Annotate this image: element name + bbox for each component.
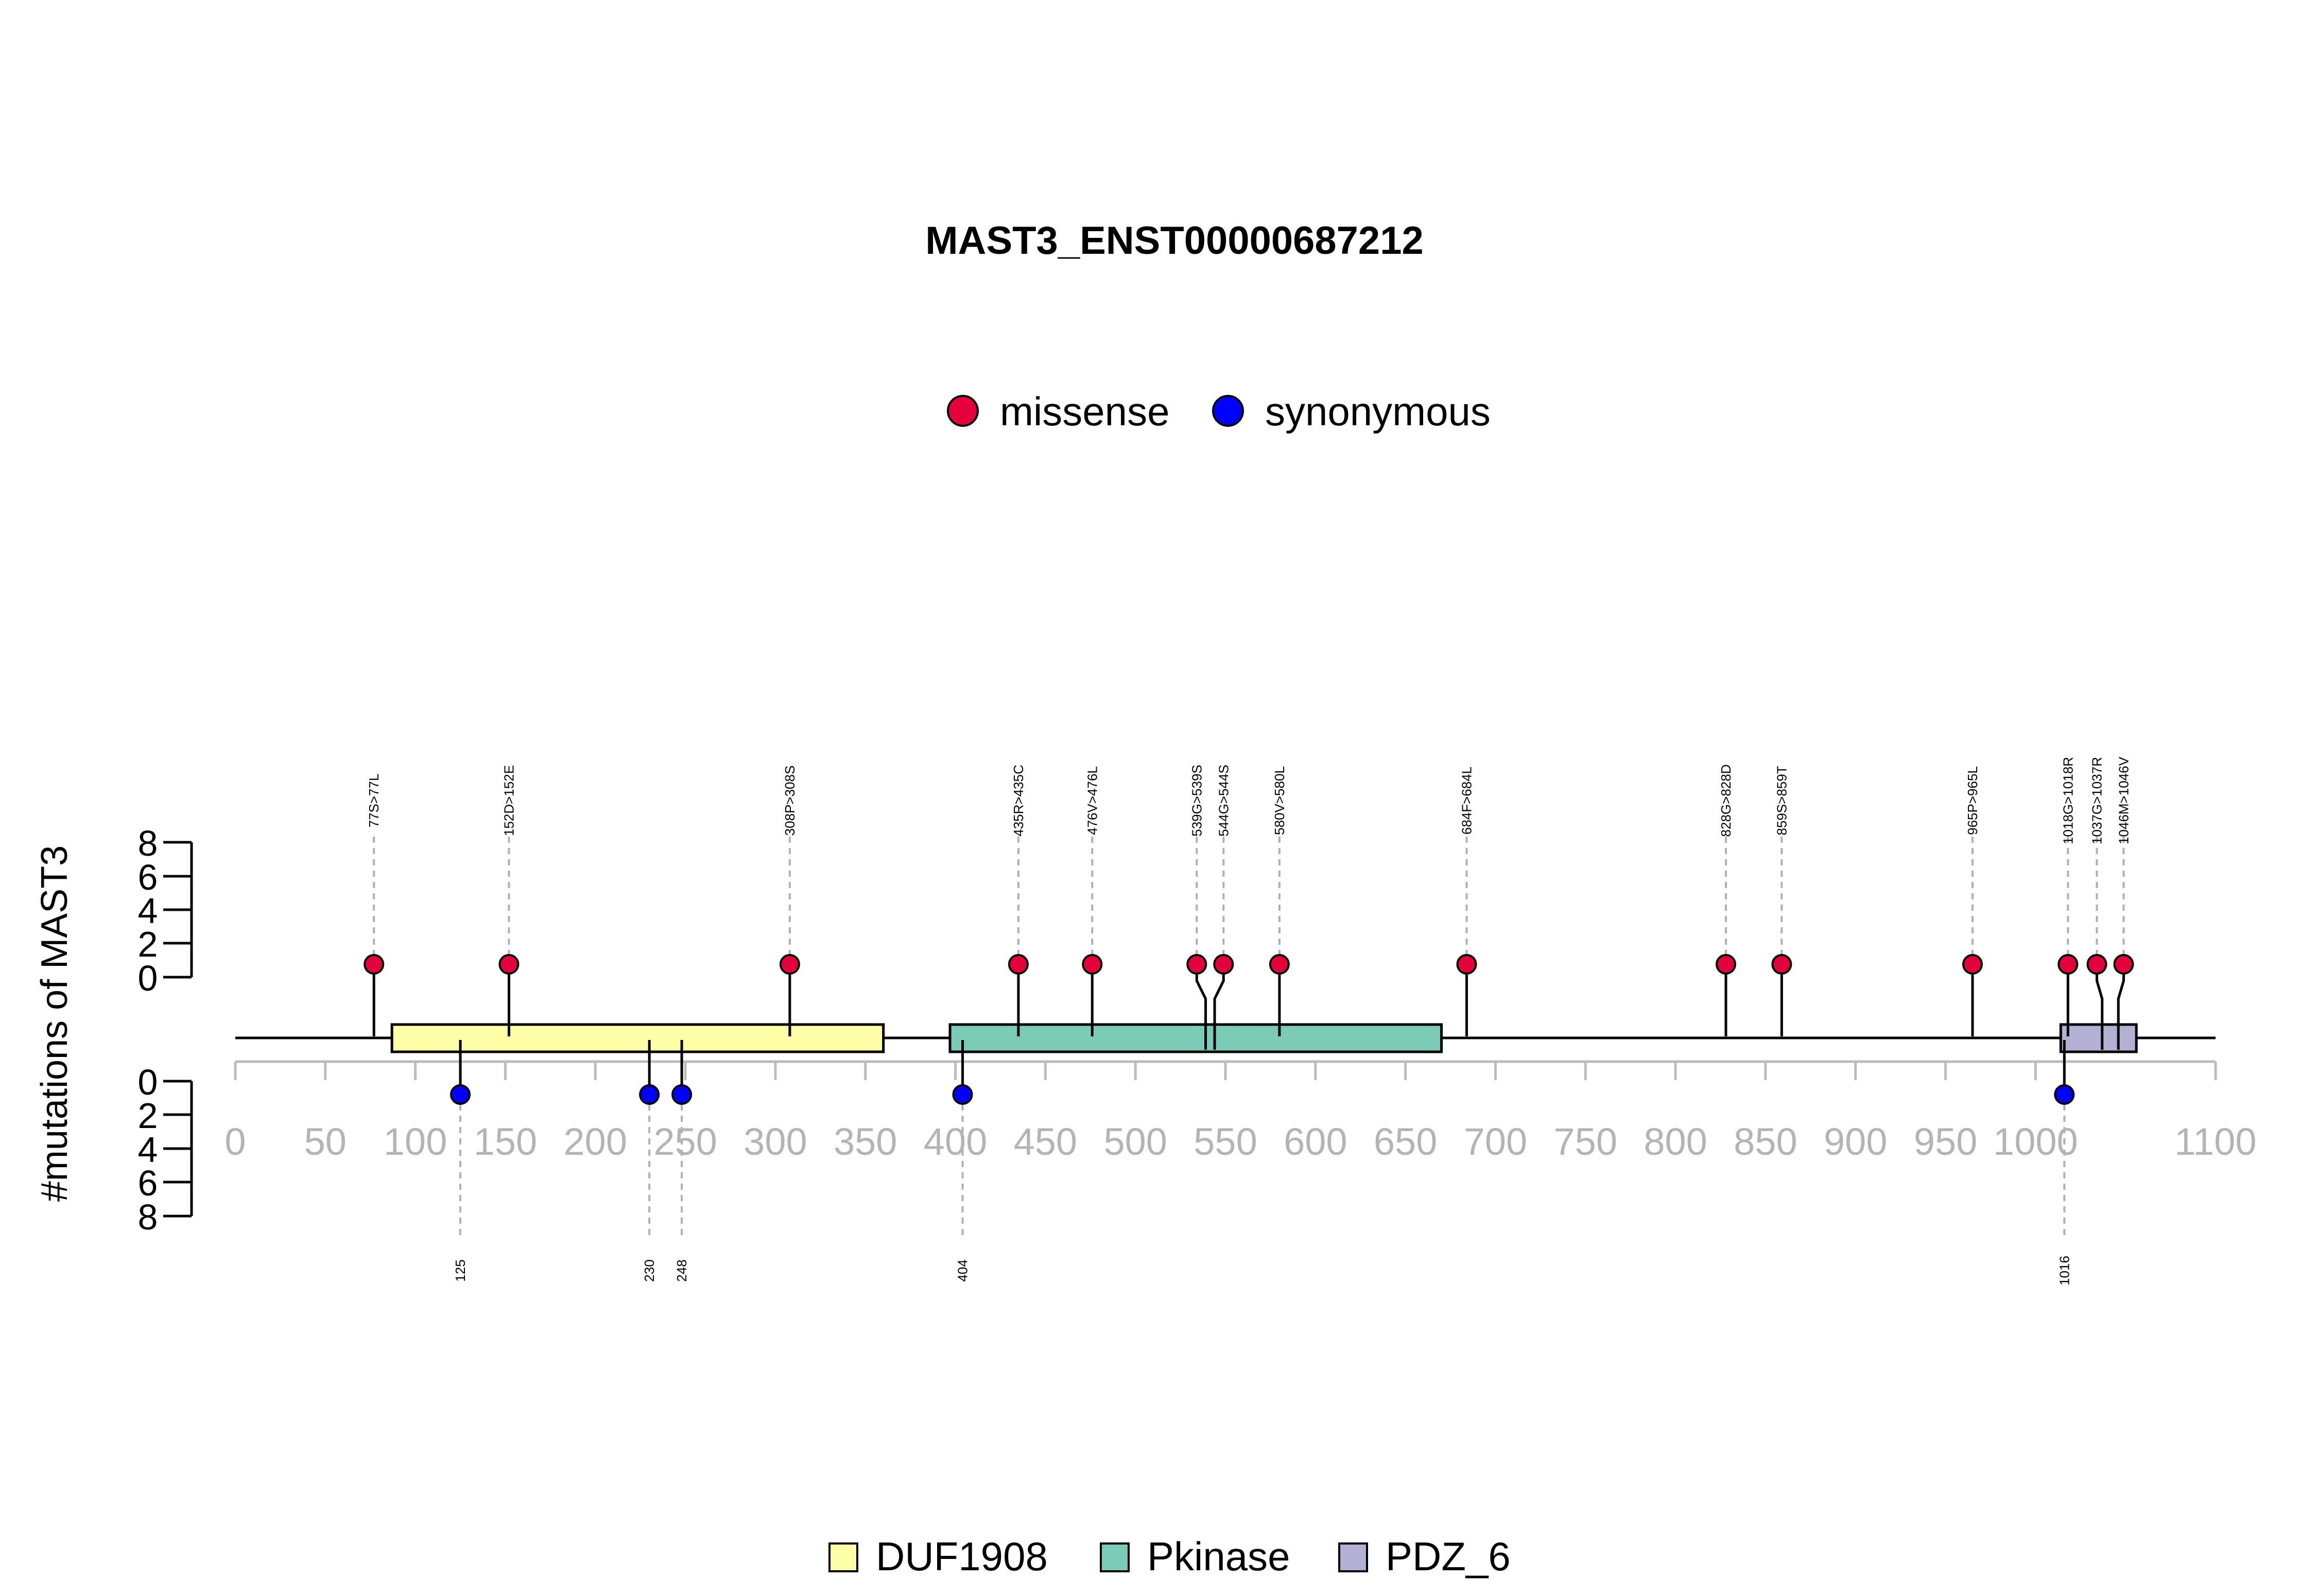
missense-point [1771,954,1792,975]
legend-label-synonymous: synonymous [1265,389,1491,434]
y-tick-label: 0 [138,958,158,998]
x-tick-label: 700 [1464,1120,1527,1163]
missense-point [2086,954,2107,975]
missense-label: 965P>965L [1965,766,1980,835]
missense-label: 77S>77L [366,774,382,828]
missense-label: 435R>435C [1011,765,1026,837]
synonymous-label: 248 [674,1259,689,1281]
y-tick-label: 6 [138,857,158,897]
protein-backbone [235,1023,2216,1053]
synonymous-label: 125 [453,1259,468,1281]
synonymous-point [639,1084,660,1105]
synonymous-point [952,1084,973,1105]
x-tick-label: 800 [1644,1120,1707,1163]
legend-swatch-PDZ_6 [1338,1542,1368,1572]
missense-label: 539G>539S [1189,765,1204,837]
y-tick-label: 6 [138,1163,158,1203]
synonymous-label: 404 [955,1259,971,1281]
missense-point [779,954,800,975]
missense-point [1213,954,1234,975]
missense-point [1008,954,1029,975]
x-tick-label: 600 [1284,1120,1347,1163]
x-tick-label: 50 [304,1120,347,1163]
missense-point [364,954,385,975]
legend-marker-missense [947,395,979,427]
legend-label-PDZ_6: PDZ_6 [1386,1534,1511,1579]
synonymous-label: 230 [642,1259,657,1281]
chart-title: MAST3_ENST00000687212 [925,219,1423,263]
missense-point [2057,954,2079,975]
lollipop-layer [364,954,2134,1105]
missense-point [498,954,520,975]
missense-point [1082,954,1103,975]
missense-label: 1037G>1037R [2089,757,2104,844]
x-tick-label: 450 [1014,1120,1077,1163]
missense-point [1186,954,1207,975]
x-tick-label: 900 [1824,1120,1887,1163]
missense-label: 859S>859T [1774,766,1789,835]
missense-label: 828G>828D [1718,765,1734,837]
legend-label-Pkinase: Pkinase [1147,1534,1290,1579]
missense-label: 1018G>1018R [2060,757,2076,844]
y-tick-label: 8 [138,823,158,863]
missense-point [1715,954,1736,975]
y-tick-label: 4 [138,1130,158,1170]
missense-label: 544G>544S [1216,765,1231,837]
legend-marker-synonymous [1212,395,1244,427]
legend-swatch-DUF1908 [828,1542,858,1572]
x-tick-label: 400 [924,1120,987,1163]
x-tick-label: 500 [1103,1120,1167,1163]
domain-legend: DUF1908 Pkinase PDZ_6 [828,1534,1511,1579]
synonymous-point [671,1084,693,1105]
missense-label: 476V>476L [1084,766,1100,835]
missense-label: 308P>308S [782,766,798,836]
x-tick-label: 1100 [2174,1120,2256,1163]
synonymous-label: 1016 [2056,1256,2072,1286]
y-tick-label: 2 [138,924,158,964]
x-tick-label: 1000 [1993,1120,2078,1163]
legend-swatch-Pkinase [1100,1542,1130,1572]
mutation-legend: missense synonymous [947,389,1491,434]
x-tick-label: 650 [1374,1120,1437,1163]
x-tick-label: 950 [1914,1120,1977,1163]
x-tick-label: 850 [1734,1120,1797,1163]
x-tick-label: 550 [1194,1120,1257,1163]
position-axis: 0 50 100 150 200 250 300 350 400 450 500 550 600 650 7… [224,1060,2257,1163]
y-tick-label: 2 [138,1096,158,1136]
x-tick-label: 0 [224,1120,246,1163]
y-axis-label: #mutations of MAST3 [34,845,75,1202]
x-tick-label: 150 [474,1120,537,1163]
domain-DUF1908 [390,1023,885,1053]
missense-label: 1046M>1046V [2116,756,2131,844]
x-tick-label: 350 [834,1120,897,1163]
missense-label: 152D>152E [501,765,516,836]
domain-Pkinase [948,1023,1443,1053]
x-tick-label: 300 [743,1120,807,1163]
missense-point [1962,954,1983,975]
domain-PDZ_6 [2059,1023,2138,1053]
missense-label: 684F>684L [1459,767,1475,835]
annotation-layer: 77S>77L 152D>152E 308P>308S 435R>435C 476V>4… [366,756,2131,1286]
y-tick-label: 0 [138,1062,158,1102]
y-tick-label: 4 [138,891,158,931]
x-tick-label: 250 [653,1120,717,1163]
x-tick-label: 100 [384,1120,447,1163]
legend-label-DUF1908: DUF1908 [876,1534,1048,1579]
legend-label-missense: missense [1000,389,1169,434]
missense-point [2113,954,2134,975]
missense-label: 580V>580L [1272,766,1287,835]
synonymous-point [450,1084,471,1105]
missense-point [1269,954,1290,975]
x-tick-label: 200 [564,1120,627,1163]
x-tick-label: 750 [1554,1120,1617,1163]
synonymous-point [2054,1084,2075,1105]
y-tick-label: 8 [138,1197,158,1237]
missense-point [1456,954,1477,975]
